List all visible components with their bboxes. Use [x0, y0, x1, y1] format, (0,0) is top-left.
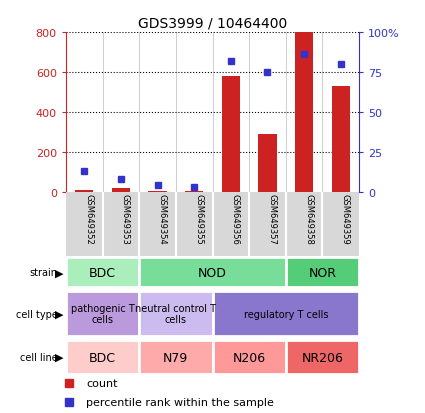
Text: GSM649359: GSM649359 — [341, 194, 350, 244]
Bar — [112, 188, 130, 192]
Bar — [295, 33, 313, 192]
Text: ▶: ▶ — [55, 309, 64, 319]
Bar — [66, 340, 139, 374]
Text: percentile rank within the sample: percentile rank within the sample — [86, 396, 274, 406]
Bar — [75, 190, 94, 192]
Bar — [258, 134, 277, 192]
Text: GSM649352: GSM649352 — [84, 194, 93, 244]
Text: NOR: NOR — [309, 266, 337, 279]
Text: GSM649353: GSM649353 — [121, 194, 130, 245]
Text: NOD: NOD — [198, 266, 227, 279]
Text: BDC: BDC — [89, 266, 116, 279]
Text: count: count — [86, 378, 118, 388]
Text: GSM649358: GSM649358 — [304, 194, 313, 245]
Text: GSM649354: GSM649354 — [158, 194, 167, 244]
Text: cell line: cell line — [20, 352, 57, 362]
Text: neutral control T
cells: neutral control T cells — [135, 303, 216, 325]
Text: regulatory T cells: regulatory T cells — [244, 309, 328, 319]
Bar — [139, 340, 212, 374]
Bar — [212, 340, 286, 374]
Text: cell type: cell type — [15, 309, 57, 319]
Bar — [222, 77, 240, 192]
Bar — [332, 87, 350, 192]
Title: GDS3999 / 10464400: GDS3999 / 10464400 — [138, 17, 287, 31]
Bar — [212, 291, 359, 337]
Bar — [66, 257, 139, 288]
Text: pathogenic T
cells: pathogenic T cells — [71, 303, 134, 325]
Text: NR206: NR206 — [301, 351, 343, 364]
Text: ▶: ▶ — [55, 352, 64, 362]
Text: BDC: BDC — [89, 351, 116, 364]
Bar — [148, 191, 167, 192]
Text: GSM649356: GSM649356 — [231, 194, 240, 245]
Bar — [286, 257, 359, 288]
Text: GSM649357: GSM649357 — [267, 194, 277, 245]
Bar — [139, 291, 212, 337]
Bar — [286, 340, 359, 374]
Text: GSM649355: GSM649355 — [194, 194, 203, 244]
Text: ▶: ▶ — [55, 268, 64, 278]
Bar — [66, 291, 139, 337]
Text: N79: N79 — [163, 351, 188, 364]
Bar — [139, 257, 286, 288]
Text: strain: strain — [29, 268, 57, 278]
Bar — [185, 191, 203, 192]
Text: N206: N206 — [232, 351, 266, 364]
